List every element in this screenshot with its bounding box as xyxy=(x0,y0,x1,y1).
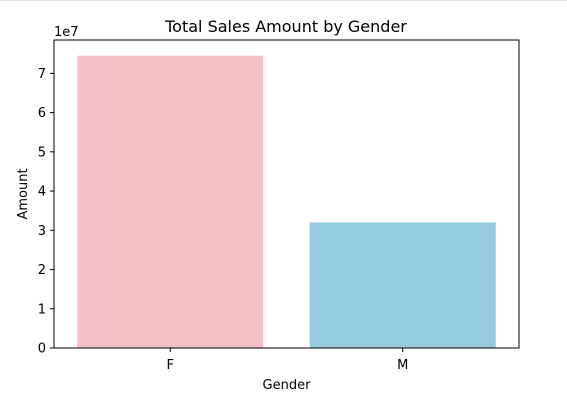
plot-area-frame xyxy=(53,39,520,349)
y-axis-offset-label: 1e7 xyxy=(54,25,79,40)
x-tick-label: M xyxy=(397,358,408,373)
y-axis: 0 1 2 3 4 5 6 7 xyxy=(38,67,54,357)
window-top-border xyxy=(0,0,567,1)
y-tick-label: 2 xyxy=(38,263,46,278)
bars-group xyxy=(77,55,496,348)
y-tick-label: 3 xyxy=(38,224,46,239)
x-tick-label: F xyxy=(167,358,174,373)
y-tick-label: 6 xyxy=(38,106,46,121)
y-tick-label: 5 xyxy=(38,145,46,160)
chart-title: Total Sales Amount by Gender xyxy=(164,17,407,36)
bar-m xyxy=(309,222,496,348)
y-tick-label: 1 xyxy=(38,302,46,317)
y-tick-label: 0 xyxy=(38,342,46,357)
y-axis-label: Amount xyxy=(16,168,31,219)
y-tick-label: 7 xyxy=(38,67,46,82)
x-axis-label: Gender xyxy=(263,378,312,393)
bar-f xyxy=(77,55,264,348)
y-tick-label: 4 xyxy=(38,185,46,200)
